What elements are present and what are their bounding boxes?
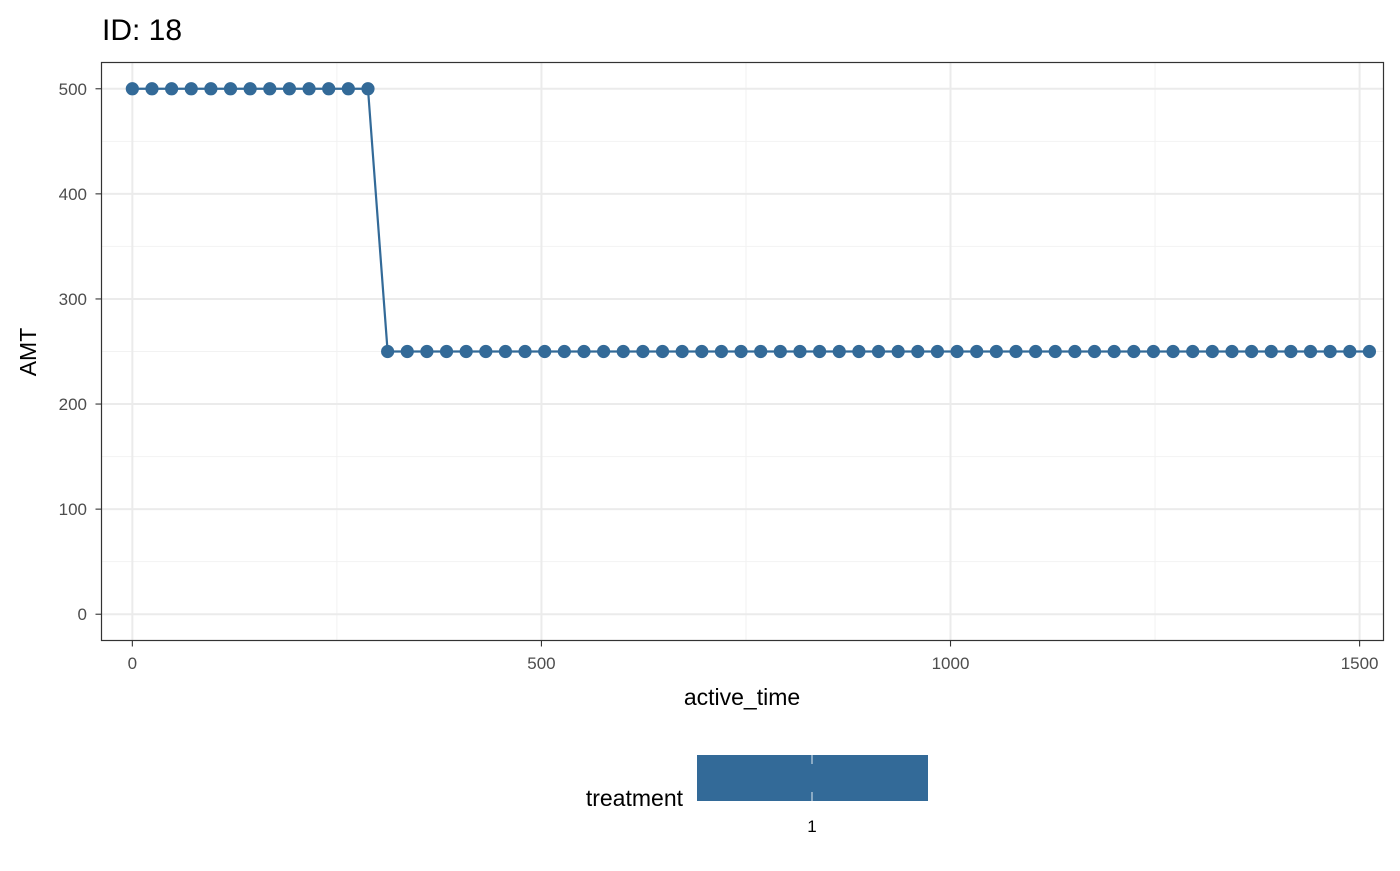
data-point <box>381 344 395 359</box>
data-point <box>1245 344 1259 359</box>
data-point <box>950 344 964 359</box>
legend-colorbar-label: 1 <box>807 817 816 836</box>
data-point <box>734 344 748 359</box>
data-point <box>184 82 198 96</box>
data-point <box>282 82 297 96</box>
data-point <box>341 82 355 96</box>
major-gridlines <box>101 62 1384 641</box>
y-tick-label: 300 <box>59 290 87 309</box>
data-point <box>400 344 414 359</box>
data-point <box>989 344 1003 359</box>
data-point <box>871 344 886 359</box>
x-tick-label: 500 <box>527 654 555 673</box>
y-tick-label: 0 <box>78 605 87 624</box>
data-point <box>1303 344 1318 359</box>
data-point <box>538 344 552 359</box>
data-point <box>145 82 159 96</box>
data-point <box>1343 344 1357 359</box>
data-point <box>204 82 218 96</box>
x-axis: 0 500 1000 1500 <box>128 640 1379 673</box>
data-point <box>518 344 532 359</box>
data-point <box>557 344 571 359</box>
data-point <box>675 344 689 359</box>
series-layer <box>125 82 1377 359</box>
data-point <box>636 344 650 359</box>
data-point <box>223 82 238 96</box>
data-point <box>498 344 513 359</box>
plot-panel-border <box>100 61 1385 642</box>
y-tick-label: 500 <box>59 80 87 99</box>
data-point <box>577 344 591 359</box>
data-point <box>1362 344 1377 359</box>
data-point <box>930 344 945 359</box>
data-point <box>439 344 454 359</box>
data-point <box>1166 344 1180 359</box>
data-point <box>459 344 473 359</box>
data-point <box>1205 344 1219 359</box>
data-point <box>695 344 709 359</box>
chart-title: ID: 18 <box>102 14 182 47</box>
x-tick-label: 1500 <box>1341 654 1379 673</box>
data-point <box>361 82 375 96</box>
y-axis: 0 100 200 300 400 500 <box>59 80 102 624</box>
x-tick-label: 1000 <box>932 654 970 673</box>
data-point <box>891 344 905 359</box>
data-point <box>1323 344 1337 359</box>
data-point <box>420 344 434 359</box>
data-point <box>1186 344 1200 359</box>
data-point <box>1068 344 1082 359</box>
data-point <box>597 344 611 359</box>
x-axis-title: active_time <box>684 684 800 710</box>
y-tick-label: 400 <box>59 185 87 204</box>
data-point <box>243 82 257 96</box>
y-tick-label: 100 <box>59 500 87 519</box>
data-point <box>1087 344 1102 359</box>
data-point <box>911 344 925 359</box>
y-axis-title: AMT <box>15 328 41 377</box>
data-point <box>479 344 493 359</box>
y-tick-label: 200 <box>59 395 87 414</box>
data-point <box>655 344 670 359</box>
data-point <box>322 82 336 96</box>
data-point <box>1127 344 1141 359</box>
data-point <box>1225 344 1239 359</box>
series-line <box>132 87 1370 353</box>
data-point <box>1029 344 1043 359</box>
data-point <box>1146 344 1161 359</box>
data-point <box>1009 344 1023 359</box>
data-point <box>970 344 984 359</box>
data-point <box>263 82 277 96</box>
data-point <box>793 344 807 359</box>
data-point <box>1048 344 1062 359</box>
data-point <box>1107 344 1121 359</box>
legend: treatment 1 <box>586 755 928 836</box>
data-point <box>125 82 139 96</box>
data-point <box>1264 344 1278 359</box>
data-point <box>714 344 729 359</box>
data-point <box>832 344 846 359</box>
data-point <box>773 344 787 359</box>
data-point <box>165 82 179 96</box>
data-point <box>1284 344 1298 359</box>
data-point <box>616 344 630 359</box>
legend-title: treatment <box>586 785 684 811</box>
data-point <box>813 344 827 359</box>
data-point <box>852 344 866 359</box>
data-point <box>302 82 316 96</box>
data-point <box>754 344 768 359</box>
x-tick-label: 0 <box>128 654 137 673</box>
